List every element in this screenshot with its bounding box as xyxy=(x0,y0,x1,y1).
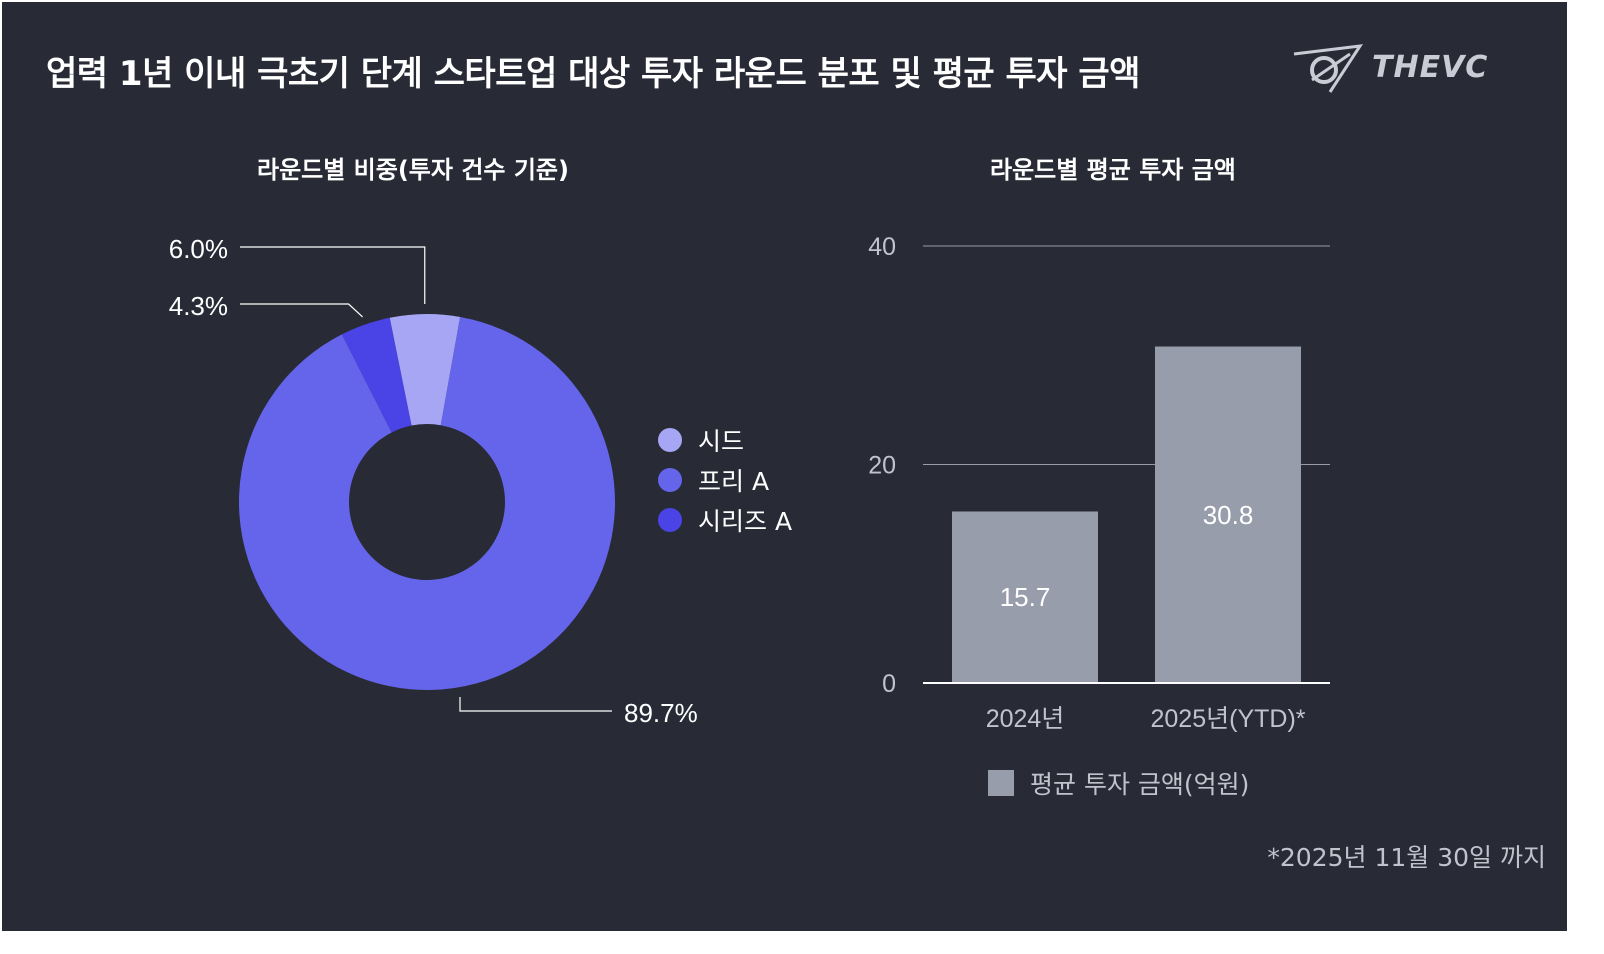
legend-dot-pre-a xyxy=(658,468,682,492)
bar-legend-swatch xyxy=(988,770,1014,796)
bar-chart-title: 라운드별 평균 투자 금액 xyxy=(990,156,1236,184)
legend-dot-series-a xyxy=(658,508,682,532)
bar-1 xyxy=(1155,346,1301,683)
legend-label-seed: 시드 xyxy=(698,427,745,456)
donut-slice-0 xyxy=(389,314,461,426)
bar-value-label-1: 30.8 xyxy=(1203,500,1254,530)
legend-label-pre-a: 프리 A xyxy=(698,467,770,496)
bar-legend-label: 평균 투자 금액(억원) xyxy=(1030,770,1250,799)
logo-orbit-icon xyxy=(1293,44,1364,93)
page-title: 업력 1년 이내 극초기 단계 스타트업 대상 투자 라운드 분포 및 평균 투… xyxy=(46,54,1140,94)
y-tick-label-0: 0 xyxy=(882,670,896,698)
donut-labels: 6.0% 4.3% 89.7% xyxy=(169,234,698,728)
leader-line-0 xyxy=(240,246,426,305)
donut-chart-title: 라운드별 비중(투자 건수 기준) xyxy=(257,156,569,184)
donut-data-label-0: 6.0% xyxy=(169,234,228,264)
legend-item-series-a: 시리즈 A xyxy=(658,500,792,540)
bar-chart: 0 20 40 15.7 2024년 30.8 2025년(YTD)* xyxy=(868,233,1330,733)
y-tick-label-2: 40 xyxy=(868,233,896,261)
donut-data-label-1: 89.7% xyxy=(624,698,698,728)
bar-value-label-0: 15.7 xyxy=(1000,582,1051,612)
x-tick-label-1: 2025년(YTD)* xyxy=(1151,705,1306,733)
thevc-logo: THEVC xyxy=(1290,40,1520,102)
donut-slice-1 xyxy=(238,316,616,690)
x-tick-label-0: 2024년 xyxy=(986,705,1065,733)
logo-text: THEVC xyxy=(1372,50,1489,85)
donut-legend: 시드 프리 A 시리즈 A xyxy=(658,420,792,540)
leader-line-1 xyxy=(459,697,612,712)
donut-chart xyxy=(238,314,616,690)
legend-dot-seed xyxy=(658,428,682,452)
legend-label-series-a: 시리즈 A xyxy=(698,507,793,536)
y-tick-label-1: 20 xyxy=(868,452,896,480)
footnote: *2025년 11월 30일 까지 xyxy=(1267,843,1546,872)
legend-item-pre-a: 프리 A xyxy=(658,460,792,500)
legend-item-seed: 시드 xyxy=(658,420,792,460)
bar-legend: 평균 투자 금액(억원) xyxy=(988,765,1249,801)
donut-data-label-2: 4.3% xyxy=(169,291,228,321)
leader-line-2 xyxy=(240,303,363,318)
bar-0 xyxy=(952,511,1098,683)
donut-slice-2 xyxy=(341,317,412,433)
